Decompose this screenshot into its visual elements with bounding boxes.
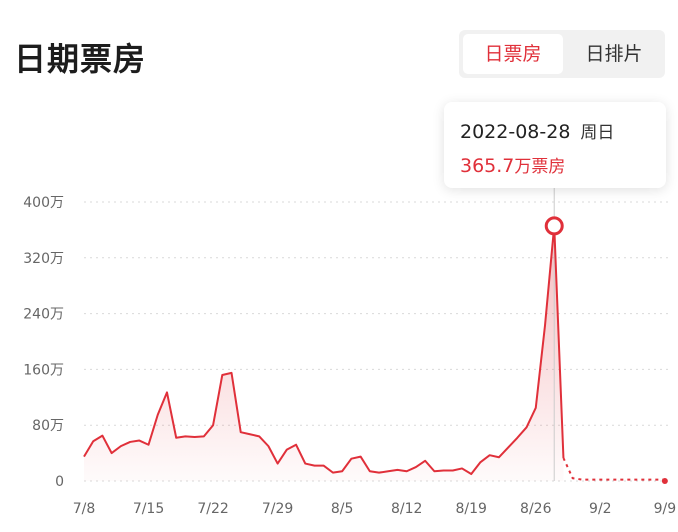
series-forecast-line xyxy=(562,457,665,481)
y-tick-label: 320万 xyxy=(23,251,64,267)
chart-tooltip: 2022-08-28 周日 365.7万票房 xyxy=(444,102,666,188)
tooltip-value: 365.7 xyxy=(460,155,515,177)
x-tick-label: 9/9 xyxy=(654,501,677,517)
x-tick-label: 8/19 xyxy=(456,501,487,517)
series-area xyxy=(84,225,564,481)
y-tick-label: 80万 xyxy=(32,418,64,434)
tooltip-value-row: 365.7万票房 xyxy=(460,152,565,177)
x-tick-label: 7/22 xyxy=(197,501,228,517)
tooltip-unit: 万票房 xyxy=(514,157,566,177)
highlight-point xyxy=(544,216,564,236)
y-tick-label: 240万 xyxy=(23,307,64,323)
y-tick-label: 160万 xyxy=(23,362,64,378)
x-tick-label: 7/15 xyxy=(133,501,164,517)
x-tick-label: 7/29 xyxy=(262,501,293,517)
x-tick-label: 8/12 xyxy=(391,501,422,517)
page-title: 日期票房 xyxy=(14,40,147,78)
tooltip-date: 2022-08-28 xyxy=(460,121,571,143)
tooltip-weekday: 周日 xyxy=(580,123,615,143)
series-end-dot xyxy=(661,478,668,484)
y-tick-label: 400万 xyxy=(23,195,64,211)
tab-daily-screenings[interactable]: 日排片 xyxy=(585,43,643,65)
y-tick-label: 0 xyxy=(55,474,64,490)
x-tick-label: 9/2 xyxy=(589,501,612,517)
tab-daily-box-office[interactable]: 日票房 xyxy=(463,34,563,74)
x-tick-label: 8/26 xyxy=(520,501,552,517)
x-tick-label: 7/8 xyxy=(73,501,96,517)
x-tick-label: 8/5 xyxy=(331,501,354,517)
metric-toggle: 日票房 日排片 xyxy=(459,30,665,78)
series-line xyxy=(83,224,565,476)
tooltip-date-row: 2022-08-28 周日 xyxy=(460,118,614,143)
